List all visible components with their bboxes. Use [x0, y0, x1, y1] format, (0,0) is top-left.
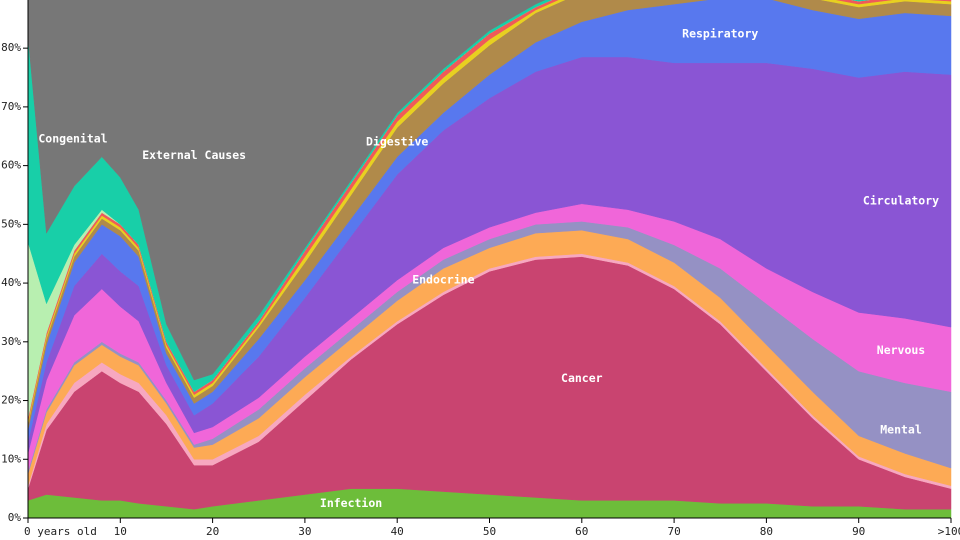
y-tick-label: 10%: [1, 452, 21, 465]
series-label: Endocrine: [412, 273, 474, 287]
x-tick-label: 40: [391, 525, 404, 538]
x-tick-label: >100: [938, 525, 960, 538]
series-label: Cancer: [561, 371, 603, 385]
area: [28, 0, 546, 381]
series-label: Congenital: [38, 132, 107, 146]
series-label: Circulatory: [863, 193, 939, 207]
y-tick-label: 0%: [8, 511, 22, 524]
series-label: External Causes: [142, 148, 246, 162]
y-tick-label: 20%: [1, 394, 21, 407]
x-tick-label: 0 years old: [24, 525, 97, 538]
x-tick-label: 70: [667, 525, 680, 538]
x-tick-label: 20: [206, 525, 219, 538]
y-tick-label: 60%: [1, 159, 21, 172]
series-label: Infection: [320, 496, 382, 510]
series-label: Respiratory: [682, 27, 758, 41]
series-labels: Infection Cancer Endocrine Mental Nervous Cir…: [38, 27, 939, 510]
x-tick-label: 10: [114, 525, 127, 538]
series-label: Digestive: [366, 135, 428, 149]
y-tick-label: 80%: [1, 41, 21, 54]
x-tick-label: 50: [483, 525, 496, 538]
x-tick-label: 60: [575, 525, 588, 538]
x-tick-label: 90: [852, 525, 865, 538]
y-tick-label: 30%: [1, 335, 21, 348]
y-tick-label: 50%: [1, 217, 21, 230]
x-tick-label: 30: [298, 525, 311, 538]
y-tick-label: 70%: [1, 100, 21, 113]
x-tick-label: 80: [760, 525, 773, 538]
y-tick-label: 40%: [1, 276, 21, 289]
series-label: Nervous: [877, 343, 925, 357]
plot-area: [28, 0, 952, 518]
series-label: Mental: [880, 422, 922, 436]
